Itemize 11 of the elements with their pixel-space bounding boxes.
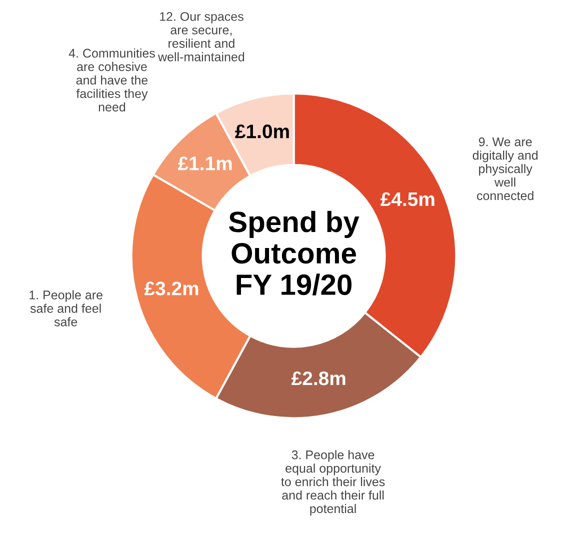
slice-label: 3. People have equal opportunity to enrich their lives and reach their full potential [281, 450, 385, 516]
slice-label: 9. We are digitally and physically well connected [472, 137, 538, 200]
data-label: £1.0m [235, 124, 289, 138]
text: Spend by Outcome FY 19/20 [228, 210, 360, 296]
data-label: £1.1m [178, 156, 232, 170]
slice-label: 4. Communities are cohesive and have the facilities they need [68, 48, 155, 112]
slice-label: 1. People are safe and feel safe [30, 290, 102, 326]
data-label: £2.8m [292, 371, 346, 386]
data-label: £3.2m [144, 282, 198, 296]
slice-label: 12. Our spaces are secure, resilient and well-maintained [158, 12, 244, 62]
data-label: £4.5m [380, 192, 434, 206]
